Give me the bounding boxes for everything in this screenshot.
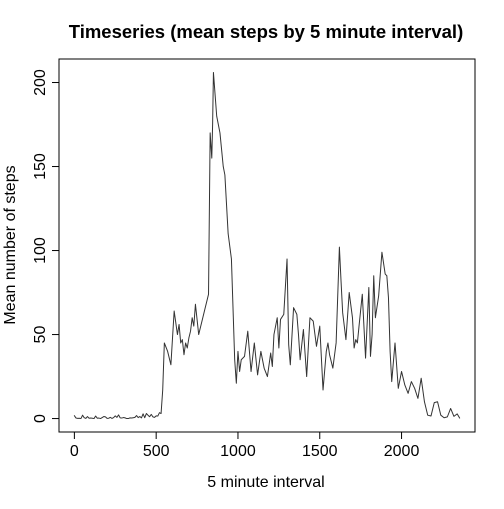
x-tick-label: 2000: [384, 443, 420, 460]
x-tick-label: 1000: [220, 443, 256, 460]
x-tick-label: 0: [70, 443, 79, 460]
y-axis: 0 50 100 150 200: [32, 69, 60, 423]
y-tick-label: 0: [32, 414, 49, 423]
chart-title: Timeseries (mean steps by 5 minute inter…: [69, 21, 463, 42]
y-axis-label: Mean number of steps: [2, 165, 19, 324]
y-tick-label: 200: [32, 69, 49, 96]
x-tick-label: 1500: [302, 443, 338, 460]
x-axis-label: 5 minute interval: [207, 474, 324, 491]
series-line-0: [73, 71, 461, 420]
x-axis: 0 500 1000 1500 2000: [70, 431, 420, 460]
series-layer: [73, 71, 461, 420]
y-tick-label: 100: [32, 237, 49, 264]
y-tick-label: 150: [32, 153, 49, 180]
y-tick-label: 50: [32, 326, 49, 344]
x-tick-label: 500: [143, 443, 170, 460]
